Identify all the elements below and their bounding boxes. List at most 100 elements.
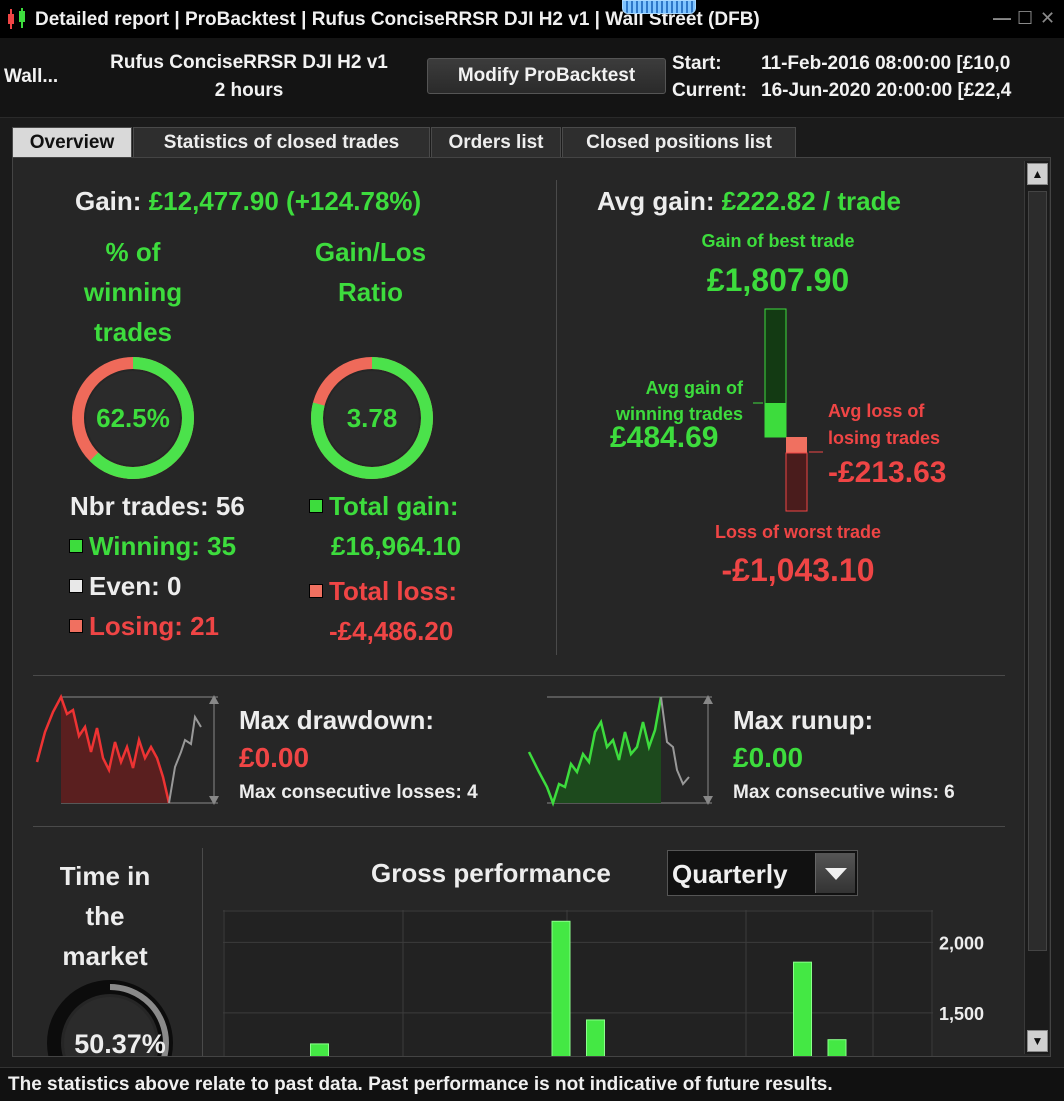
avg-gain-summary: Avg gain: £222.82 / trade — [597, 186, 901, 217]
window-drag-handle[interactable] — [622, 0, 696, 14]
avg-win-label: Avg gain of winning trades — [573, 375, 743, 427]
runup-label: Max runup: — [733, 705, 874, 735]
avg-loss-label: Avg loss of losing trades — [828, 398, 940, 452]
nbr-trades: Nbr trades: 56 — [70, 491, 245, 521]
even-legend-square — [69, 579, 83, 593]
winning-count: Winning: 35 — [69, 531, 236, 562]
report-header: Wall... Rufus ConciseRRSR DJI H2 v1 2 ho… — [0, 38, 1064, 118]
worst-trade-value: -£1,043.10 — [721, 552, 875, 588]
avg-loss-label-line-1: Avg loss of — [828, 401, 925, 421]
runup-arrow-up — [703, 695, 713, 704]
scrollbar-thumb[interactable] — [1028, 191, 1047, 951]
ratio-title-line-2: Ratio — [338, 277, 403, 307]
drawdown-value: £0.00 — [239, 742, 310, 773]
total-gain-value: £16,964.10 — [331, 531, 462, 561]
avg-gain-value: £222.82 / trade — [721, 186, 901, 216]
runup-area — [553, 697, 661, 803]
period-dropdown[interactable]: Quarterly — [667, 850, 858, 896]
gross-y-tick-label: 2,000 — [939, 933, 984, 953]
minimize-icon[interactable]: — — [993, 8, 1011, 28]
max-consecutive-losses: Max consecutive losses: 4 — [239, 782, 478, 803]
ratio-gain-arc — [311, 357, 433, 479]
win-pct-title-line-2: winning — [83, 277, 183, 307]
drawdown-area — [61, 697, 169, 803]
total-gain-label-row: Total gain: — [309, 491, 459, 522]
trade-range-chart — [753, 308, 823, 512]
total-loss-square — [309, 584, 323, 598]
drawdown-arrow-down — [209, 796, 219, 805]
avg-win-label-line-2: winning trades — [615, 404, 743, 424]
win-pct-gain-arc — [72, 357, 194, 479]
overview-panel: Gain: £12,477.90 (+124.78%) % of winning… — [12, 157, 1051, 1057]
modify-probacktest-button[interactable]: Modify ProBacktest — [427, 58, 666, 94]
avg-loss-label-line-2: losing trades — [828, 428, 941, 448]
candlestick-app-icon — [8, 8, 25, 29]
maximize-icon[interactable]: ☐ — [1017, 8, 1034, 28]
losing-count: Losing: 21 — [69, 611, 219, 642]
gross-bars — [310, 920, 847, 1056]
gain-value: £12,477.90 (+124.78%) — [148, 186, 422, 216]
section-divider-1 — [33, 675, 1005, 676]
time-in-market-donut: 50.37% — [47, 980, 173, 1056]
footer-bar: The statistics above relate to past data… — [0, 1067, 1064, 1101]
period-dropdown-value: Quarterly — [672, 859, 788, 889]
instrument-name: Wall... — [4, 66, 59, 87]
win-pct-title-line-3: trades — [93, 317, 173, 347]
close-icon[interactable]: ✕ — [1040, 8, 1056, 28]
win-pct-title: % of winning trades — [53, 232, 213, 352]
chevron-down-icon — [825, 868, 847, 880]
even-text: Even: 0 — [89, 571, 182, 601]
gross-bar-4 — [827, 1039, 847, 1056]
time-market-title-line-1: Time in — [59, 861, 151, 891]
scroll-up-icon[interactable]: ▲ — [1027, 163, 1048, 185]
runup-arrow-down — [703, 796, 713, 805]
total-loss-label: Total loss: — [329, 576, 458, 606]
current-value: 16-Jun-2020 20:00:00 [£22,4 — [761, 80, 1012, 101]
drawdown-recovery-line — [168, 714, 202, 804]
scroll-down-icon[interactable]: ▼ — [1027, 1030, 1048, 1052]
best-trade-label: Gain of best trade — [701, 231, 855, 251]
gross-bar-1 — [551, 920, 571, 1056]
losing-legend-square — [69, 619, 83, 633]
gross-chart-bg — [223, 910, 933, 1056]
start-value: 11-Feb-2016 08:00:00 [£10,0 — [761, 53, 1011, 74]
strategy-name: Rufus ConciseRRSR DJI H2 v1 — [110, 52, 388, 73]
time-market-title-line-2: the — [85, 901, 125, 931]
tab-overview[interactable]: Overview — [12, 127, 132, 157]
tab-orders-list[interactable]: Orders list — [431, 127, 561, 157]
gross-y-tick-label: 1,500 — [939, 1004, 984, 1024]
gross-divider — [202, 848, 203, 1056]
ratio-title-line-1: Gain/Los — [314, 237, 427, 267]
drawdown-line — [35, 693, 171, 804]
time-market-center — [64, 997, 156, 1056]
dropdown-button[interactable] — [815, 853, 855, 893]
runup-value: £0.00 — [733, 742, 804, 773]
total-gain-label: Total gain: — [329, 491, 459, 521]
drawdown-chart — [35, 693, 219, 805]
gross-y-axis: 1,500 2,000 — [223, 933, 984, 1024]
even-count: Even: 0 — [69, 571, 182, 602]
gain-loss-ratio-title: Gain/Los Ratio — [303, 232, 438, 312]
avg-loss-value: -£213.63 — [828, 456, 947, 489]
time-market-title-line-3: market — [62, 941, 148, 971]
gain-summary: Gain: £12,477.90 (+124.78%) — [75, 186, 421, 217]
ratio-value: 3.78 — [347, 403, 398, 433]
max-consecutive-wins: Max consecutive wins: 6 — [733, 782, 955, 803]
drawdown-label: Max drawdown: — [239, 705, 435, 735]
tab-closed-positions-list[interactable]: Closed positions list — [562, 127, 796, 157]
disclaimer-text: The statistics above relate to past data… — [8, 1074, 833, 1095]
current-info: Current: 16-Jun-2020 20:00:00 [£22,4 — [672, 80, 1064, 102]
ratio-center — [325, 371, 419, 465]
total-loss-value: -£4,486.20 — [329, 616, 454, 646]
worst-trade-label: Loss of worst trade — [714, 522, 882, 542]
section-divider-2 — [33, 826, 1005, 827]
total-loss-label-row: Total loss: — [309, 576, 457, 607]
vertical-scrollbar[interactable]: ▲ ▼ — [1024, 161, 1049, 1054]
gross-performance-title: Gross performance — [371, 858, 611, 888]
gross-bar-0 — [310, 1043, 329, 1056]
tab-statistics-closed-trades[interactable]: Statistics of closed trades — [133, 127, 430, 157]
gross-bar-3 — [793, 961, 812, 1056]
avg-loss-bar — [786, 437, 807, 453]
win-pct-center — [86, 371, 180, 465]
start-info: Start: 11-Feb-2016 08:00:00 [£10,0 — [672, 53, 1064, 75]
